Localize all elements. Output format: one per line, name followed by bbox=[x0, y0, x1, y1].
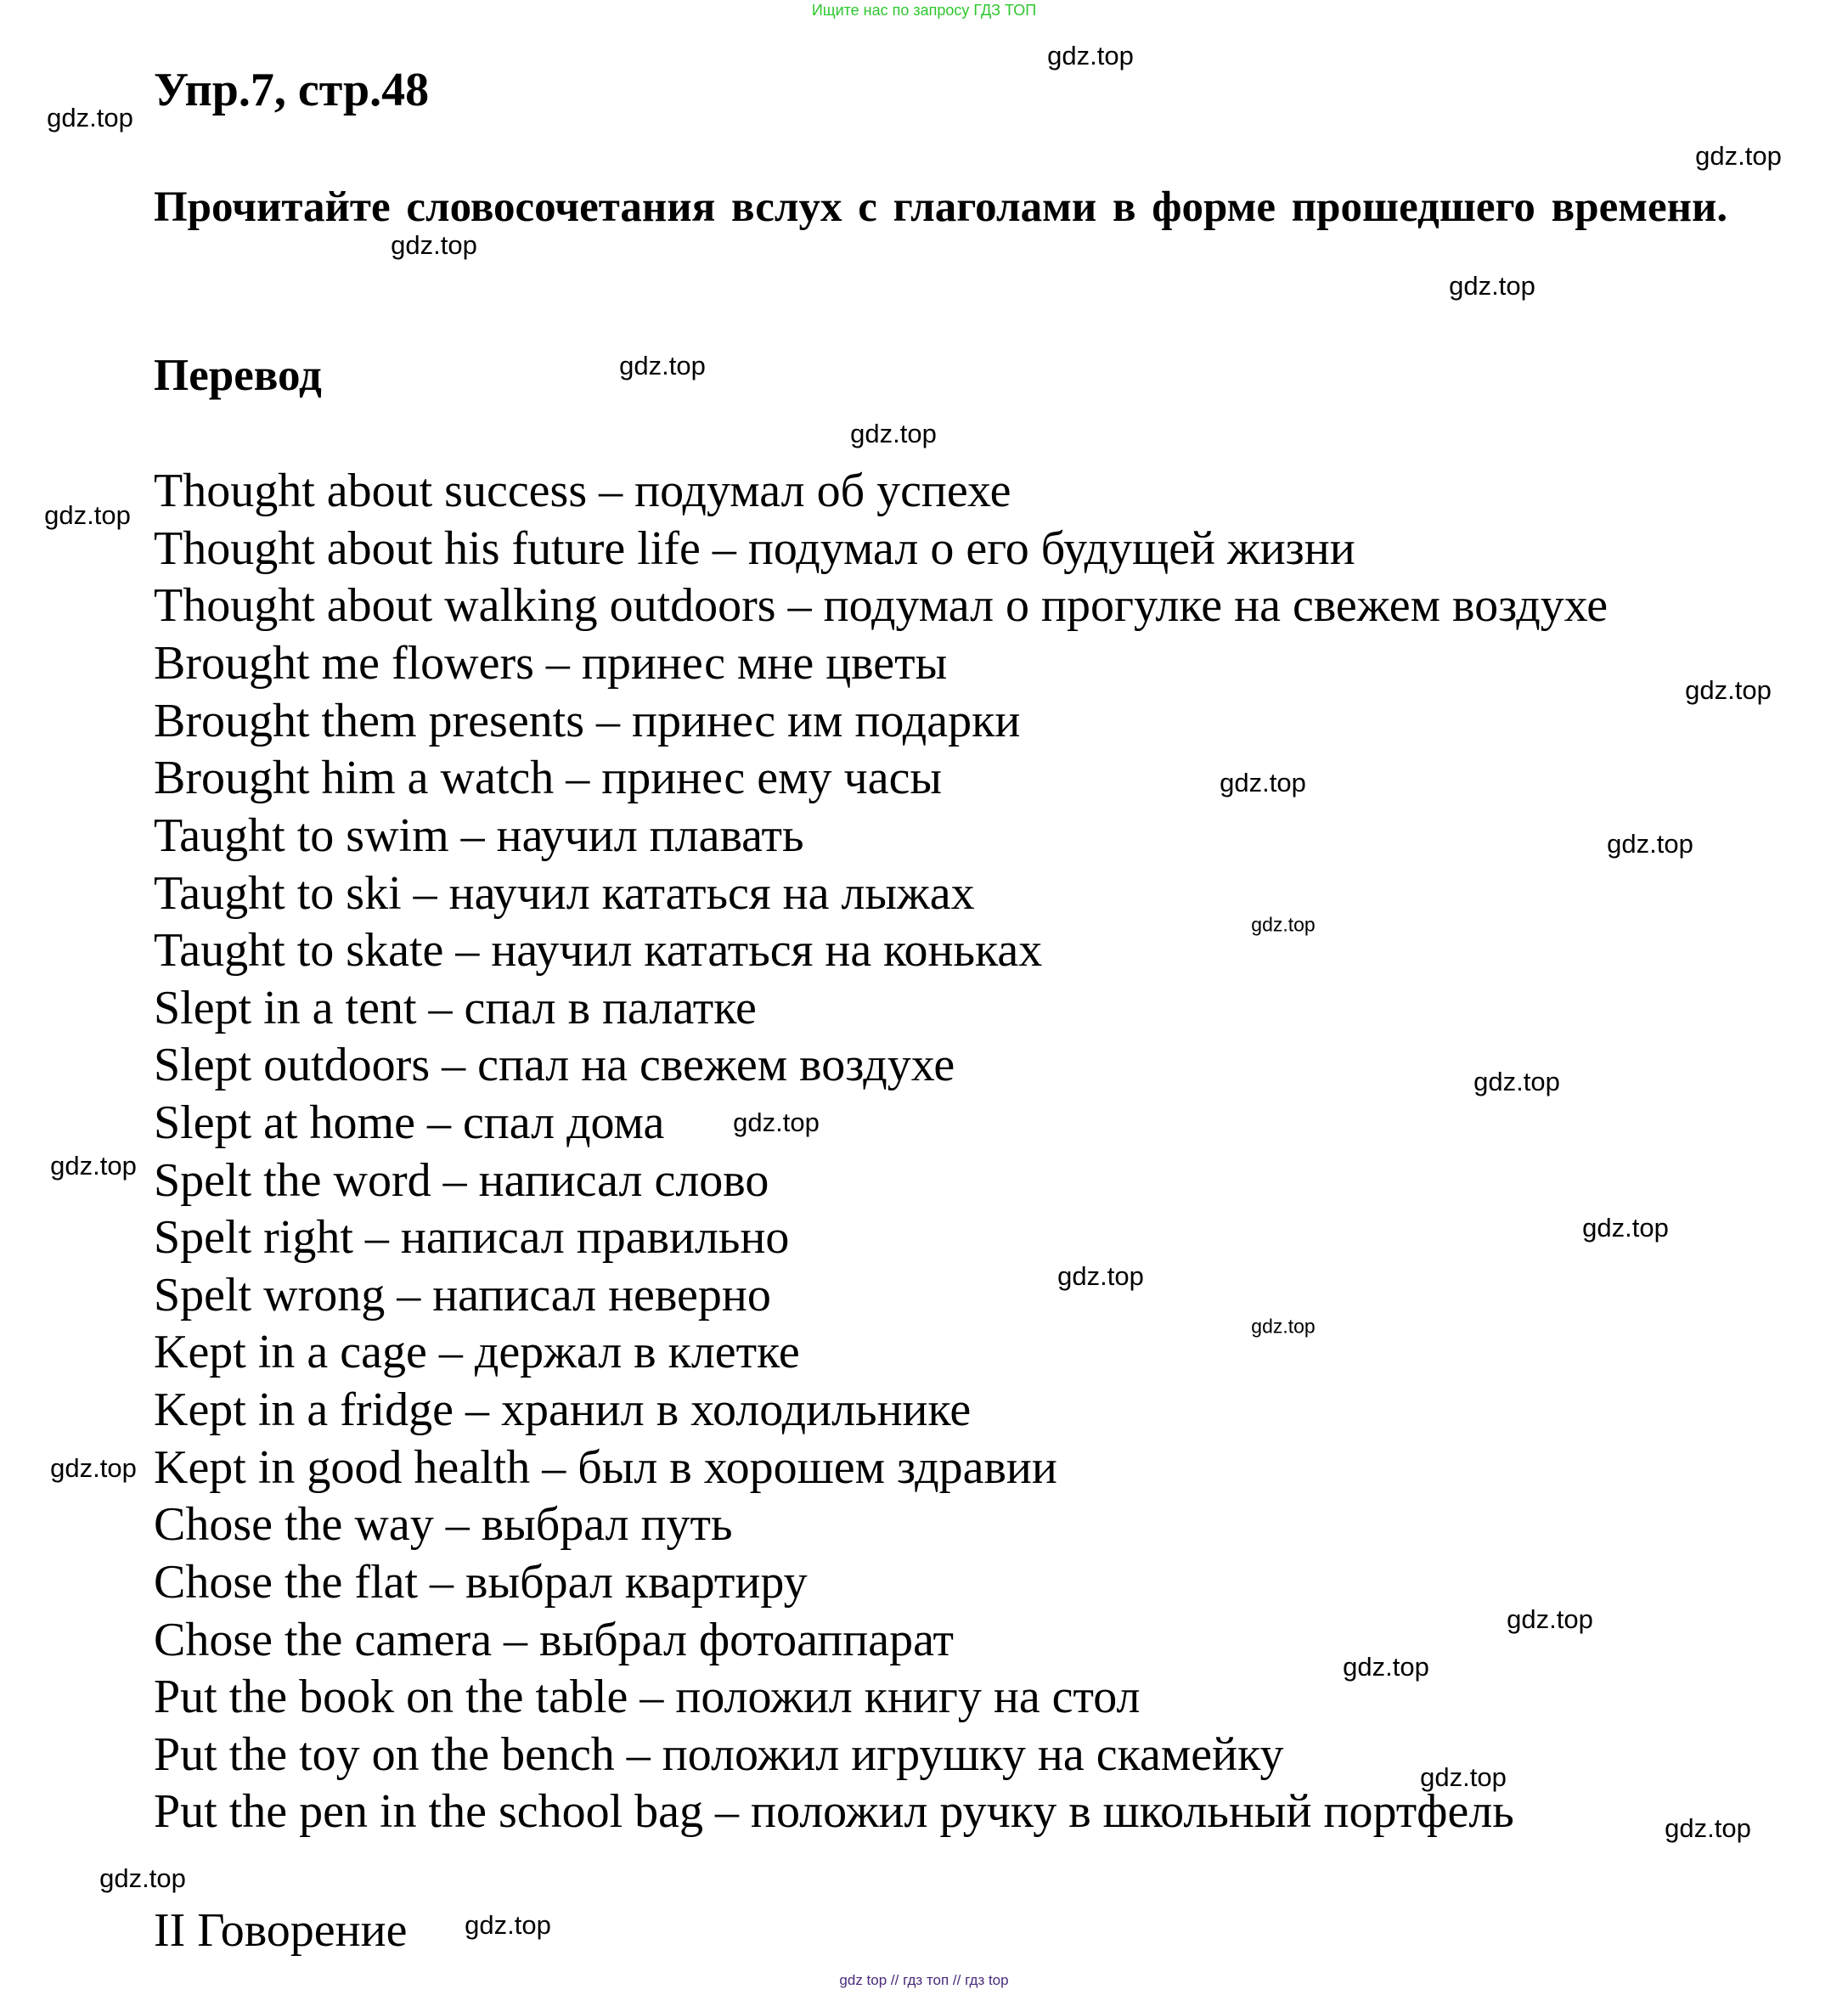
phrase-line: Brought them presents – принес им подарк… bbox=[154, 695, 1021, 747]
watermark: gdz.top bbox=[1220, 768, 1306, 797]
watermark: gdz.top bbox=[99, 1863, 186, 1893]
watermark: gdz.top bbox=[1507, 1604, 1593, 1634]
phrase-line: Brought me flowers – принес мне цветы bbox=[154, 637, 948, 690]
watermark: gdz.top bbox=[619, 351, 706, 380]
watermark: gdz.top bbox=[1449, 271, 1535, 301]
watermark: gdz.top bbox=[1251, 1315, 1316, 1338]
watermark: gdz.top bbox=[50, 1453, 137, 1483]
watermark: gdz.top bbox=[44, 500, 131, 530]
watermark: gdz.top bbox=[1251, 913, 1316, 936]
phrase-line: Put the book on the table – положил книг… bbox=[154, 1671, 1141, 1723]
watermark: gdz.top bbox=[1420, 1762, 1507, 1792]
watermark: gdz.top bbox=[50, 1151, 137, 1181]
phrase-line: Kept in a fridge – хранил в холодильнике bbox=[154, 1384, 972, 1436]
phrase-line: Thought about success – подумал об успех… bbox=[154, 465, 1011, 517]
watermark: gdz.top bbox=[1582, 1213, 1669, 1243]
watermark: gdz.top bbox=[1607, 829, 1693, 859]
phrase-line: Spelt right – написал правильно bbox=[154, 1211, 790, 1264]
phrase-line: Chose the camera – выбрал фотоаппарат bbox=[154, 1614, 954, 1666]
watermark: gdz.top bbox=[1665, 1813, 1751, 1843]
phrase-line: Slept in a tent – спал в палатке bbox=[154, 982, 757, 1034]
exercise-title: Упр.7, стр.48 bbox=[154, 64, 430, 116]
watermark: gdz.top bbox=[1343, 1652, 1429, 1682]
watermark: gdz.top bbox=[733, 1107, 820, 1137]
phrase-line: Put the toy on the bench – положил игруш… bbox=[154, 1728, 1284, 1781]
phrase-line: Taught to skate – научил кататься на кон… bbox=[154, 924, 1043, 977]
watermark: gdz.top bbox=[1685, 675, 1772, 705]
watermark: gdz.top bbox=[465, 1910, 551, 1940]
watermark: gdz.top bbox=[391, 230, 477, 260]
phrase-line: Slept at home – спал дома bbox=[154, 1096, 665, 1149]
phrase-line: Slept outdoors – спал на свежем воздухе bbox=[154, 1039, 955, 1091]
watermark: gdz.top bbox=[1047, 41, 1134, 70]
phrase-line: Kept in a cage – держал в клетке bbox=[154, 1326, 800, 1378]
watermark: gdz.top bbox=[47, 103, 133, 132]
phrase-line: Brought him a watch – принес ему часы bbox=[154, 752, 943, 804]
watermark: gdz.top bbox=[1695, 141, 1782, 171]
watermark: gdz.top bbox=[1473, 1067, 1560, 1096]
phrase-line: Chose the way – выбрал путь bbox=[154, 1498, 733, 1551]
phrase-line: Kept in good health – был в хорошем здра… bbox=[154, 1441, 1057, 1494]
phrase-line: Spelt the word – написал слово bbox=[154, 1154, 769, 1207]
phrase-line: Taught to swim – научил плавать bbox=[154, 809, 804, 862]
phrase-line: Taught to ski – научил кататься на лыжах bbox=[154, 867, 975, 920]
task-text: Прочитайте словосочетания вслух с глагол… bbox=[154, 183, 1728, 231]
phrase-line: Spelt wrong – написал неверно bbox=[154, 1269, 771, 1322]
next-section-title: II Говорение bbox=[154, 1904, 408, 1957]
section-title: Перевод bbox=[154, 351, 322, 400]
phrase-line: Chose the flat – выбрал квартиру bbox=[154, 1556, 808, 1609]
phrase-line: Thought about walking outdoors – подумал… bbox=[154, 579, 1609, 632]
phrase-line: Put the pen in the school bag – положил … bbox=[154, 1785, 1514, 1838]
watermark: gdz.top bbox=[850, 419, 937, 448]
bottom-banner-link[interactable]: gdz top // гдз топ // гдз top bbox=[839, 1972, 1009, 1988]
phrase-line: Thought about his future life – подумал … bbox=[154, 522, 1355, 575]
top-banner-link[interactable]: Ищите нас по запросу ГДЗ ТОП bbox=[811, 2, 1037, 19]
watermark: gdz.top bbox=[1057, 1261, 1144, 1291]
